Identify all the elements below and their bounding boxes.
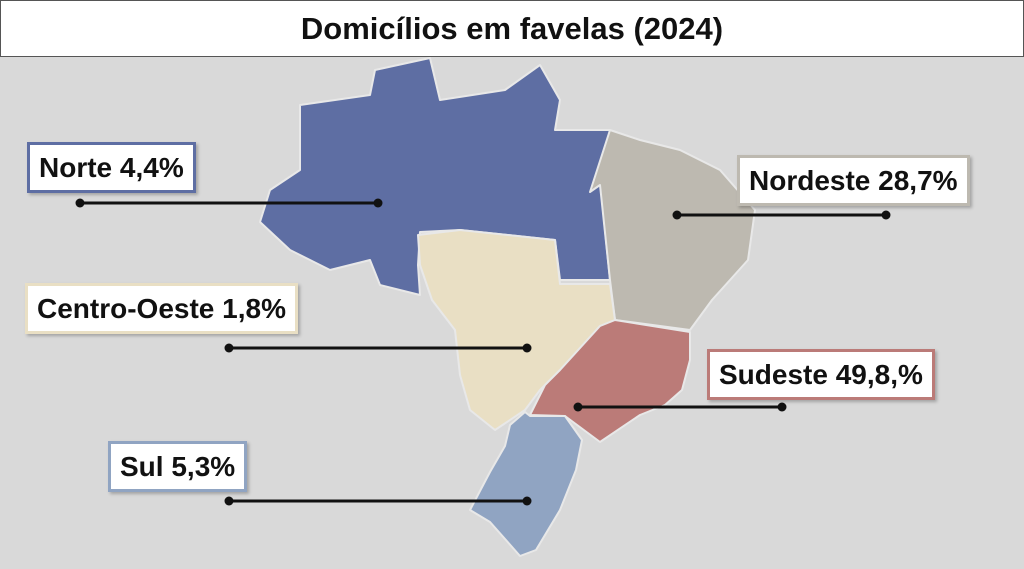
region-sudeste [529, 319, 691, 443]
region-label: Nordeste 28,7% [737, 155, 970, 206]
region-nordeste [589, 129, 756, 331]
title: Domicílios em favelas (2024) [0, 0, 1024, 57]
region-label: Norte 4,4% [27, 142, 196, 193]
region-centro-oeste [417, 229, 616, 431]
region-label: Sul 5,3% [108, 441, 248, 492]
region-sul [469, 411, 583, 557]
region-label: Centro-Oeste 1,8% [25, 283, 298, 334]
region-label: Sudeste 49,8,% [707, 349, 935, 400]
leader-lines [75, 198, 891, 506]
